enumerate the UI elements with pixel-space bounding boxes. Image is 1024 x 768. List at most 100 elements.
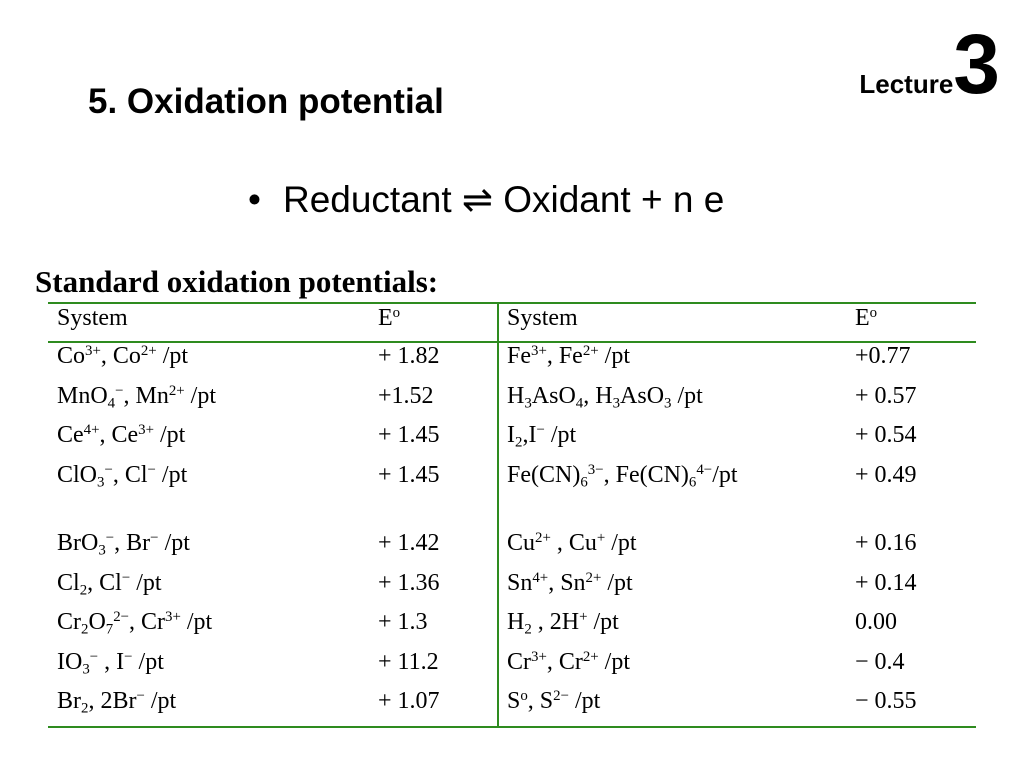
system-cell: Ce4+, Ce3+ /pt: [57, 420, 185, 450]
superscript: 3+: [531, 342, 547, 359]
text-run: , 2Br: [88, 688, 137, 714]
subscript: 3: [97, 473, 105, 490]
subscript: 4: [107, 394, 116, 411]
superscript: 2+: [168, 382, 185, 399]
superscript: 2+: [582, 342, 599, 359]
potential-cell: 0.00: [855, 607, 897, 637]
superscript: 2−: [113, 608, 130, 625]
text-run: , Sn: [548, 569, 586, 596]
system-cell: MnO4−, Mn2+ /pt: [57, 381, 216, 411]
subscript: 2: [524, 621, 532, 638]
text-run: , H: [583, 382, 613, 409]
text-run: /pt: [132, 648, 164, 675]
system-cell: I2,I− /pt: [507, 420, 576, 450]
subscript: 2: [515, 434, 523, 451]
superscript: −: [124, 648, 133, 665]
superscript: 4+: [83, 421, 100, 438]
text-run: + 1.3: [378, 609, 428, 635]
column-header: System: [57, 303, 128, 333]
superscript: −: [104, 461, 113, 478]
subscript: 3: [664, 394, 672, 411]
superscript: 4−: [696, 461, 713, 478]
text-run: +1.52: [378, 382, 434, 409]
text-run: /pt: [158, 530, 190, 556]
text-run: /pt: [605, 530, 637, 556]
column-header: System: [507, 303, 578, 333]
system-cell: Cl2, Cl− /pt: [57, 568, 162, 598]
text-run: /pt: [598, 343, 630, 369]
system-cell: Cr2O72−, Cr3+ /pt: [57, 607, 212, 637]
text-run: /pt: [568, 688, 601, 714]
subscript: 6: [688, 473, 697, 490]
superscript: 2+: [585, 569, 602, 586]
superscript: −: [115, 382, 124, 399]
system-cell: Br2, 2Br− /pt: [57, 686, 176, 716]
superscript: o: [869, 304, 878, 321]
text-run: , Fe(CN): [603, 461, 689, 488]
potential-cell: + 1.42: [378, 528, 440, 558]
text-run: − 0.55: [855, 688, 917, 714]
subscript: 6: [580, 473, 588, 490]
text-run: + 0.14: [855, 569, 917, 596]
system-cell: Co3+, Co2+ /pt: [57, 341, 188, 371]
table-caption: Standard oxidation potentials:: [35, 264, 439, 299]
text-run: Fe: [507, 343, 531, 369]
superscript: 3+: [165, 608, 181, 625]
text-run: + 0.49: [855, 461, 917, 488]
text-run: − 0.4: [855, 648, 905, 675]
system-cell: Cu2+ , Cu+ /pt: [507, 528, 637, 558]
subscript: 2: [81, 700, 89, 717]
superscript: 4+: [532, 569, 549, 586]
text-run: Co: [57, 343, 86, 369]
superscript: o: [520, 687, 528, 704]
potential-cell: − 0.55: [855, 686, 917, 716]
column-header: Eo: [855, 303, 877, 333]
potential-cell: + 1.45: [378, 420, 440, 450]
potential-cell: − 0.4: [855, 647, 905, 677]
text-run: , S: [527, 688, 554, 714]
text-run: Cl: [57, 569, 80, 596]
text-run: /pt: [144, 688, 177, 714]
text-run: AsO: [620, 382, 665, 409]
text-run: /pt: [601, 569, 633, 596]
text-run: /pt: [130, 569, 162, 596]
potential-cell: +0.77: [855, 341, 911, 371]
potential-cell: + 11.2: [378, 647, 439, 677]
text-run: , Fe: [546, 343, 583, 369]
subscript: 3: [524, 394, 532, 411]
text-run: , Br: [114, 530, 151, 556]
text-run: , Cl: [112, 461, 148, 488]
superscript: −: [150, 529, 159, 546]
text-run: , I: [98, 648, 125, 675]
superscript: 2+: [140, 342, 157, 359]
text-run: BrO: [57, 530, 99, 556]
text-run: O: [88, 609, 106, 635]
text-run: 0.00: [855, 609, 897, 635]
text-run: /pt: [155, 461, 188, 488]
text-run: H: [507, 382, 525, 409]
subscript: 2: [81, 621, 89, 638]
superscript: 3−: [587, 461, 604, 478]
text-run: + 0.16: [855, 530, 917, 556]
subscript: 7: [105, 621, 114, 638]
text-run: + 1.36: [378, 569, 440, 596]
subscript: 3: [98, 542, 106, 559]
superscript: −: [536, 421, 545, 438]
potential-cell: + 1.3: [378, 607, 428, 637]
system-cell: ClO3−, Cl− /pt: [57, 460, 187, 490]
lecture-number: 3: [953, 17, 1000, 111]
superscript: +: [596, 529, 606, 546]
text-run: /pt: [154, 422, 186, 448]
potential-cell: + 0.54: [855, 420, 917, 450]
potential-cell: +1.52: [378, 381, 434, 411]
text-run: , Cu: [550, 530, 597, 556]
potential-cell: + 1.82: [378, 341, 440, 371]
potential-cell: + 0.16: [855, 528, 917, 558]
subscript: 3: [612, 394, 621, 411]
potential-cell: + 1.07: [378, 686, 440, 716]
text-run: Br: [57, 688, 81, 714]
text-run: /pt: [184, 382, 217, 409]
column-divider: [497, 303, 499, 728]
system-cell: Fe3+, Fe2+ /pt: [507, 341, 630, 371]
text-run: + 1.42: [378, 530, 440, 556]
